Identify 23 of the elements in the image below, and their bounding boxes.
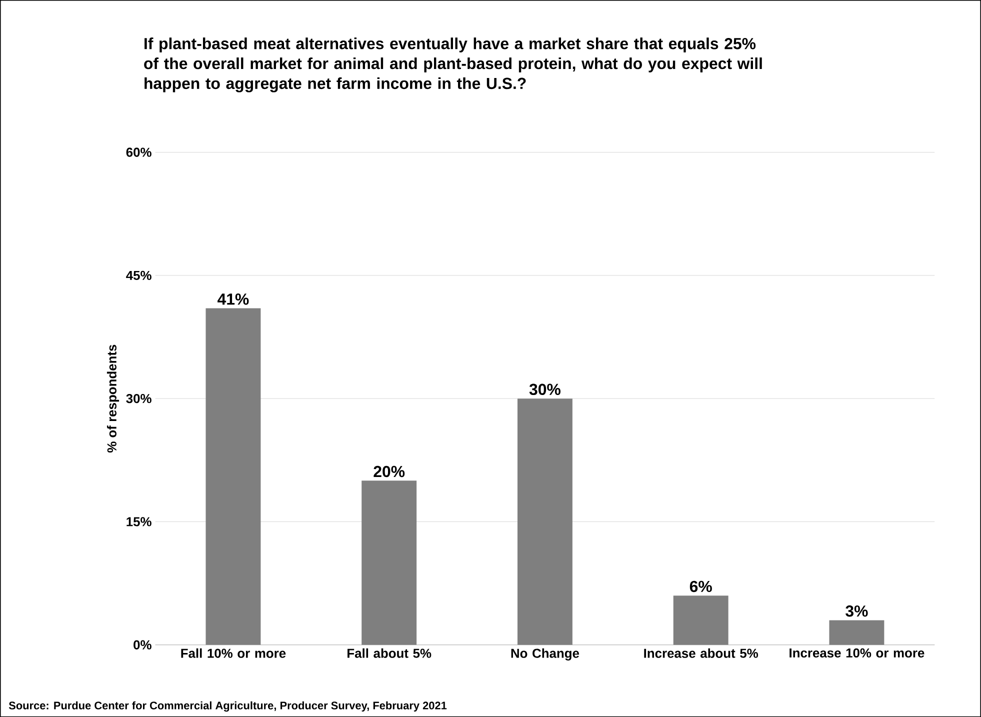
y-tick-label: 60% (126, 148, 152, 157)
chart-title: If plant-based meat alternatives eventually have a market share that equals 25% of the overall market for animal and plant-based protein, what do you expect will happen to aggregate net farm income in the U.S.? (144, 37, 762, 92)
bar (517, 398, 572, 645)
y-tick-label: 30% (126, 394, 152, 404)
y-axis-title: % of respondents (106, 344, 120, 452)
data-label: 6% (690, 580, 712, 592)
data-label: 30% (529, 384, 560, 395)
bar (829, 620, 884, 645)
y-tick-label: 0% (134, 640, 152, 650)
data-label: 20% (374, 466, 405, 478)
x-tick-label: No Change (511, 648, 580, 660)
x-tick-label: Fall about 5% (348, 648, 432, 658)
data-label: 41% (218, 293, 249, 305)
x-tick-label: Increase 10% or more (790, 648, 924, 658)
bar (206, 308, 261, 645)
data-label: 3% (846, 605, 868, 617)
bar (673, 596, 728, 645)
x-tick-label: Fall 10% or more (181, 648, 286, 658)
y-tick-label: 15% (126, 517, 152, 526)
y-tick-label: 45% (126, 270, 152, 280)
bar (362, 480, 417, 645)
x-tick-label: Increase about 5% (644, 648, 758, 658)
source-note: Source: Purdue Center for Commercial Agriculture, Producer Survey, February 2021 (8, 701, 447, 712)
